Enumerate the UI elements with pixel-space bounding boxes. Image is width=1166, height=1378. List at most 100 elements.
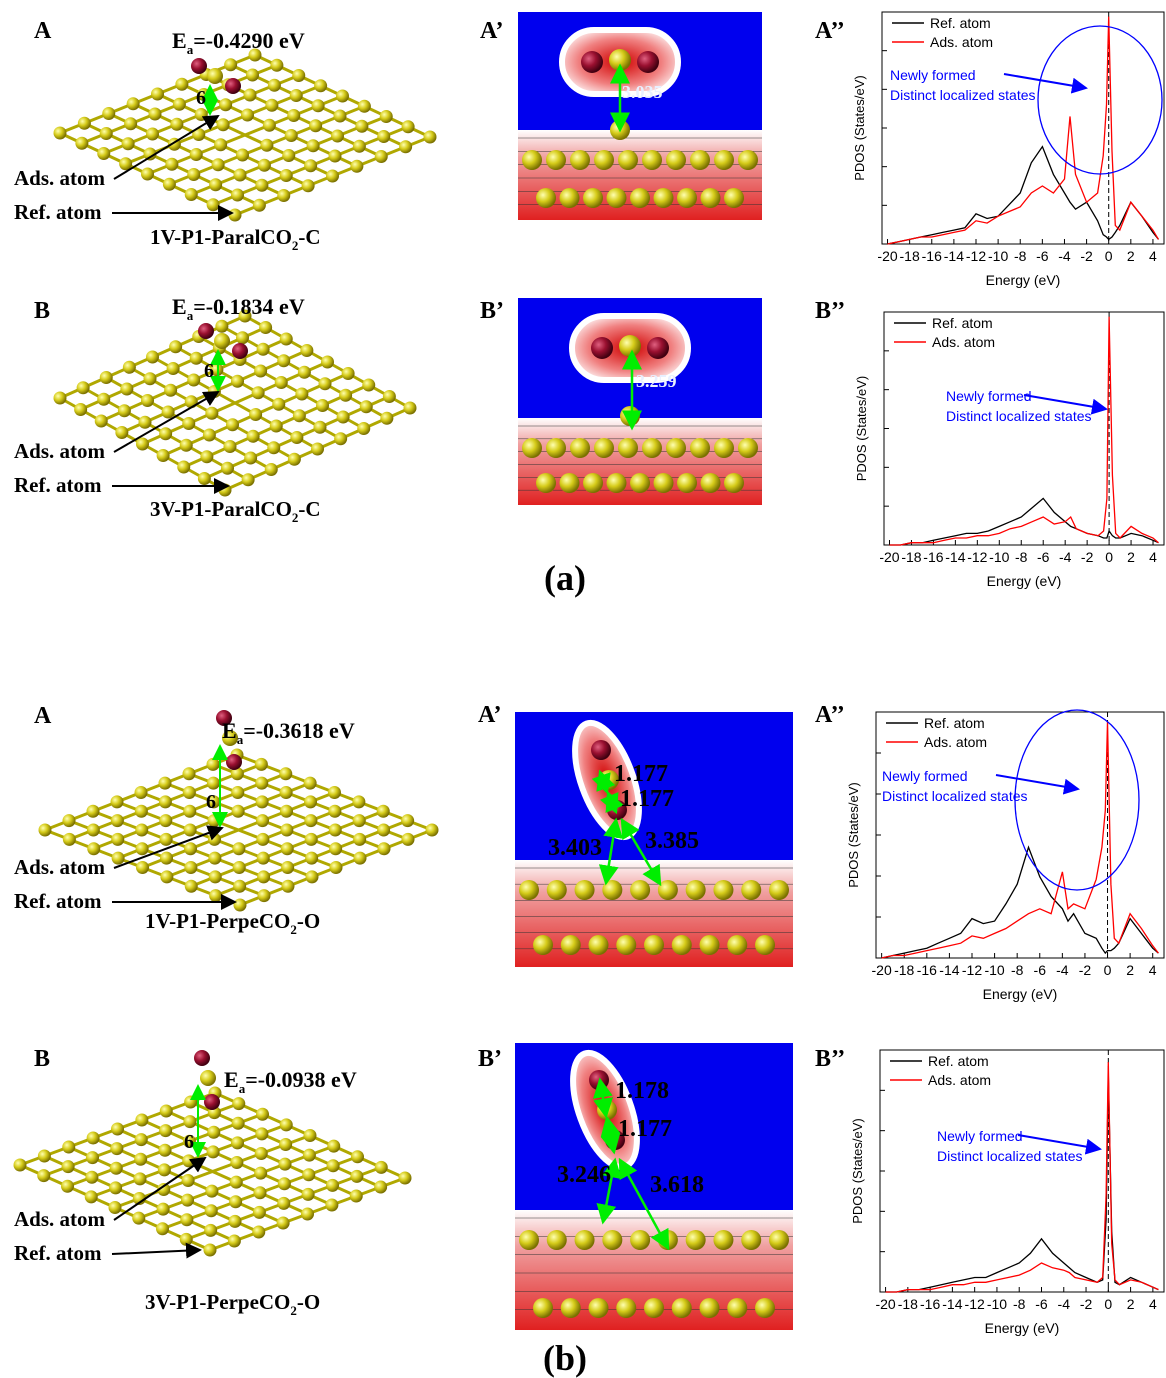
carbon-atom xyxy=(231,1136,244,1149)
carbon-atom xyxy=(293,409,306,422)
energy-value: =-0.1834 eV xyxy=(193,294,305,319)
carbon-atom xyxy=(256,795,269,808)
annotation-arrow xyxy=(1024,395,1106,409)
carbon-atom xyxy=(377,130,390,143)
carbon-atom xyxy=(135,824,148,837)
carbon-atom xyxy=(279,1158,292,1171)
x-tick-label: -16 xyxy=(923,549,943,565)
carbon-atom xyxy=(219,98,232,111)
carbon-atom xyxy=(160,870,173,883)
carbon-atom xyxy=(159,814,172,827)
carbon-atom xyxy=(277,189,290,202)
panel-label: B’’ xyxy=(815,298,845,324)
x-tick-label: -2 xyxy=(1080,1296,1093,1312)
distance-label: 3.403 xyxy=(548,835,602,861)
carbon-atom xyxy=(300,344,313,357)
pointer-arrow xyxy=(112,1250,200,1254)
carbon-atom xyxy=(255,179,268,192)
adsorption-energy: Ea=-0.1834 eV xyxy=(172,294,305,323)
carbon-atom xyxy=(358,100,371,113)
carbon-atom xyxy=(233,861,246,874)
carbon-atom xyxy=(236,149,249,162)
structure-name: 1V-P1-PerpeCO2-O xyxy=(145,909,320,937)
carbon-atom xyxy=(583,473,603,493)
x-tick-label: 0 xyxy=(1105,248,1113,264)
carbon-atom xyxy=(337,411,350,424)
distance-label: 3.618 xyxy=(650,1172,704,1198)
carbon-atom xyxy=(159,1144,172,1157)
carbon-atom xyxy=(156,1222,169,1235)
carbon-atom xyxy=(738,438,758,458)
x-tick-label: -8 xyxy=(1015,549,1028,565)
x-tick-label: 0 xyxy=(1104,962,1112,978)
carbon-atom xyxy=(63,814,76,827)
carbon-atom xyxy=(267,441,280,454)
carbon-atom xyxy=(755,1298,775,1318)
oxygen-atom xyxy=(226,754,242,770)
carbon-atom xyxy=(208,814,221,827)
legend-label: Ref. atom xyxy=(928,1053,989,1069)
carbon-atom xyxy=(209,178,222,191)
carbon-atom xyxy=(167,362,180,375)
carbon-atom xyxy=(217,118,230,131)
carbon-atom xyxy=(232,842,245,855)
carbon-atom xyxy=(177,461,190,474)
name-main: 1V-P1-ParalCO xyxy=(150,225,292,249)
energy-symbol: E xyxy=(172,28,187,53)
carbon-atom xyxy=(686,1230,706,1250)
carbon-atom xyxy=(741,880,761,900)
carbon-atom xyxy=(374,1181,387,1194)
carbon-atom xyxy=(198,472,211,485)
legend-label: Ref. atom xyxy=(930,15,991,31)
carbon-atom xyxy=(380,110,393,123)
carbon-atom xyxy=(701,188,721,208)
pdos-line xyxy=(890,498,1159,545)
carbon-atom xyxy=(135,805,148,818)
carbon-atom xyxy=(589,1298,609,1318)
carbon-atom xyxy=(63,833,76,846)
group-label: (b) xyxy=(543,1338,587,1378)
x-axis-label: Energy (eV) xyxy=(987,573,1062,589)
carbon-atom xyxy=(314,421,327,434)
carbon-atom xyxy=(86,1151,99,1164)
carbon-atom xyxy=(204,1244,217,1257)
annotation: Distinct localized states xyxy=(946,408,1092,424)
carbon-atom xyxy=(38,1150,51,1163)
carbon-atom xyxy=(136,842,149,855)
carbon-atom xyxy=(184,861,197,874)
carbon-atom xyxy=(151,88,164,101)
x-tick-label: -4 xyxy=(1058,248,1071,264)
x-tick-label: 2 xyxy=(1127,549,1135,565)
carbon-atom xyxy=(111,795,124,808)
carbon-atom xyxy=(14,1159,27,1172)
ads-label: Ads. atom xyxy=(14,166,106,190)
carbon-atom xyxy=(224,440,237,453)
carbon-atom xyxy=(302,179,315,192)
carbon-atom xyxy=(362,379,375,392)
carbon-atom xyxy=(377,824,390,837)
carbon-atom xyxy=(319,377,332,390)
carbon-atom xyxy=(519,1230,539,1250)
annotation: Newly formed xyxy=(946,388,1032,404)
carbon-atom xyxy=(232,1097,245,1110)
x-tick-label: -14 xyxy=(942,1296,962,1312)
carbon-atom xyxy=(575,880,595,900)
carbon-atom xyxy=(292,69,305,82)
carbon-atom xyxy=(329,824,342,837)
carbon-atom xyxy=(326,1179,339,1192)
panel-label: B’ xyxy=(478,1046,502,1072)
carbon-atom xyxy=(642,438,662,458)
carbon-atom xyxy=(253,199,266,212)
carbon-atom xyxy=(255,1147,268,1160)
carbon-atom xyxy=(182,1174,195,1187)
carbon-atom xyxy=(109,1201,122,1214)
carbon-atom xyxy=(686,880,706,900)
carbon-atom xyxy=(87,842,100,855)
x-tick-label: -18 xyxy=(901,549,921,565)
carbon-atom xyxy=(607,473,627,493)
carbon-atom xyxy=(232,1117,245,1130)
carbon-atom xyxy=(231,189,244,202)
carbon-atom xyxy=(207,198,220,211)
carbon-atom xyxy=(700,1298,720,1318)
legend-label: Ads. atom xyxy=(924,734,987,750)
